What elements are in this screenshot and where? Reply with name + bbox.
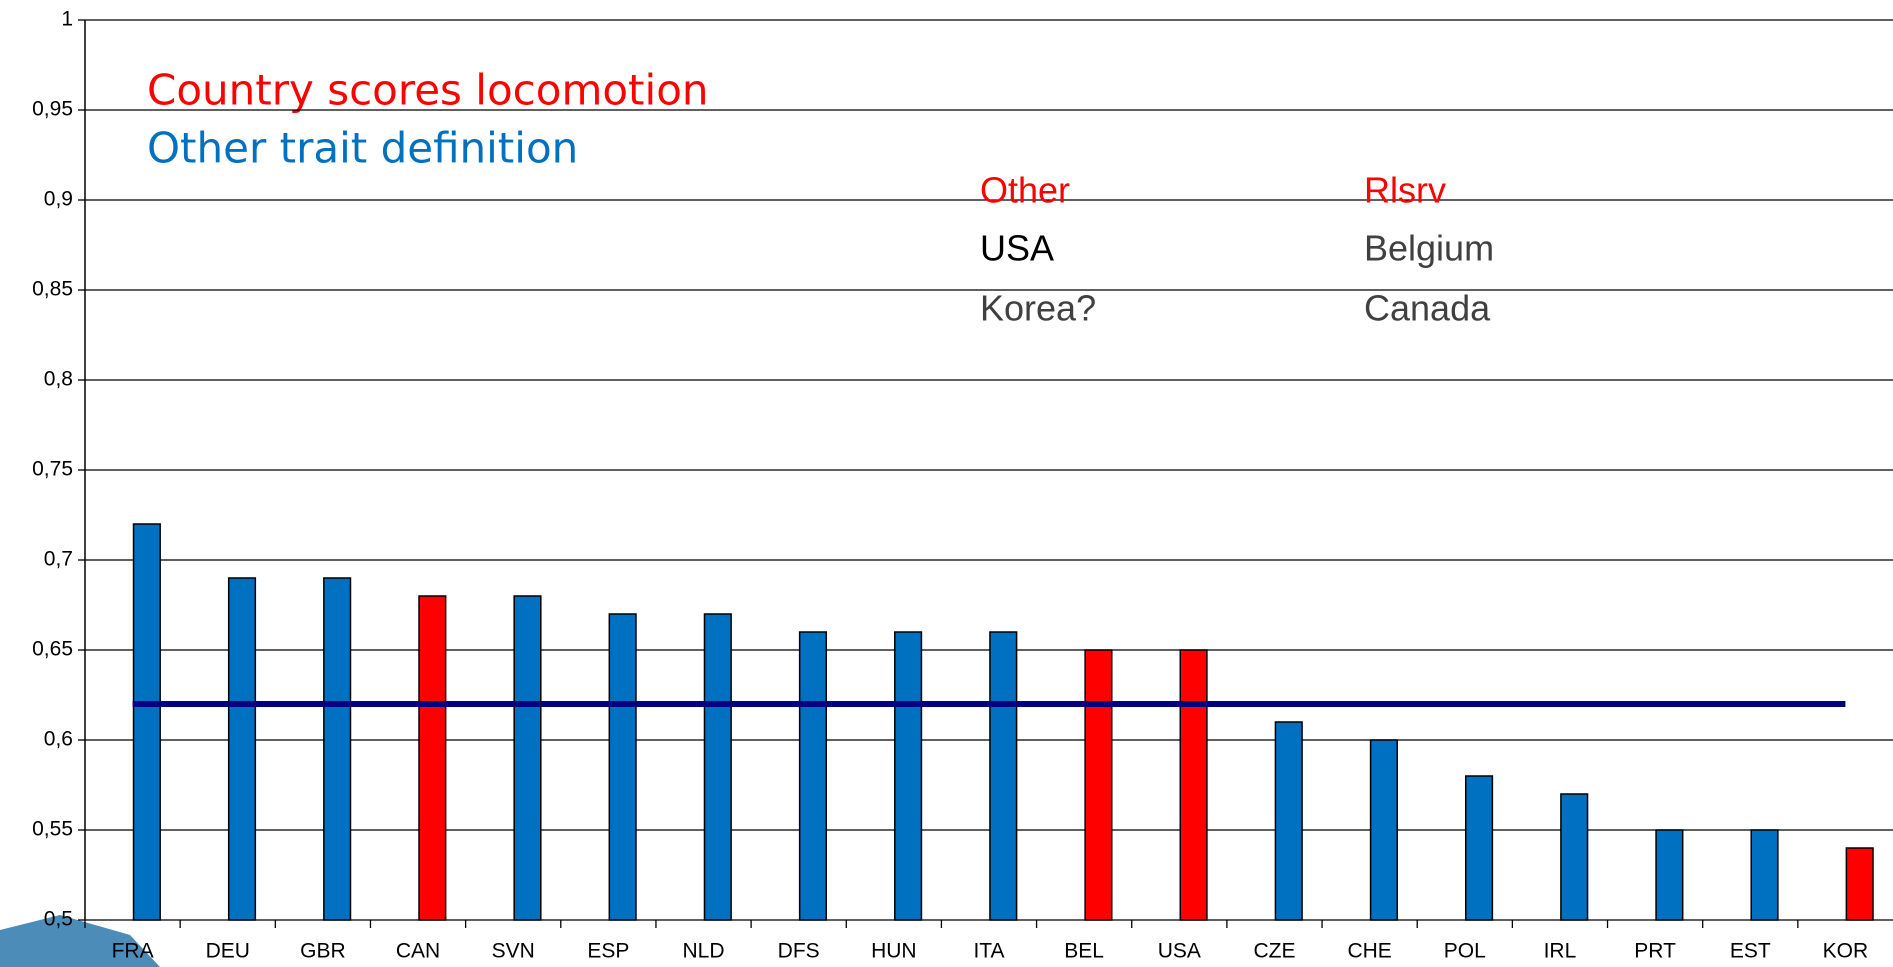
- bar: [513, 595, 542, 921]
- bar: [323, 577, 352, 921]
- x-tick-label: FRA: [112, 940, 154, 963]
- x-tick-label: EST: [1730, 940, 1771, 963]
- note-item: Canada: [1364, 288, 1491, 329]
- x-tick-label: KOR: [1823, 940, 1869, 963]
- x-tick-label: BEL: [1064, 940, 1104, 963]
- y-tick-label: 0,95: [32, 98, 73, 121]
- x-tick-label: IRL: [1544, 940, 1577, 963]
- y-tick-label: 0,9: [44, 188, 73, 211]
- note-item: Korea?: [980, 288, 1096, 329]
- x-tick-label: NLD: [683, 940, 725, 963]
- bar: [608, 613, 637, 921]
- x-tick-label: CAN: [396, 940, 440, 963]
- chart-subtitle: Other trait definition: [147, 124, 578, 173]
- bar: [1750, 829, 1779, 921]
- bar: [1084, 649, 1113, 921]
- chart-title: Country scores locomotion: [147, 66, 709, 115]
- x-tick-label: USA: [1158, 940, 1201, 963]
- note-header: Other: [980, 170, 1070, 211]
- x-tick-label: ESP: [587, 940, 629, 963]
- bar: [989, 631, 1018, 921]
- bar: [1845, 847, 1874, 921]
- bar: [418, 595, 447, 921]
- y-tick-label: 0,7: [44, 548, 73, 571]
- x-tick-label: CHE: [1347, 940, 1391, 963]
- y-tick-label: 0,65: [32, 638, 73, 661]
- bar: [1369, 739, 1398, 921]
- y-tick-label: 0,85: [32, 278, 73, 301]
- bar: [798, 631, 828, 921]
- x-tick-label: POL: [1444, 940, 1486, 963]
- note-item: USA: [980, 228, 1054, 269]
- x-tick-label: SVN: [492, 940, 535, 963]
- bar: [894, 631, 923, 921]
- x-tick-label: DEU: [206, 940, 250, 963]
- bar: [1560, 793, 1589, 921]
- y-tick-label: 0,8: [44, 368, 73, 391]
- bar: [132, 523, 161, 921]
- y-tick-label: 1: [61, 8, 73, 31]
- note-header: Rlsrv: [1364, 170, 1446, 211]
- x-tick-label: DFS: [778, 940, 820, 963]
- bar: [1464, 775, 1494, 921]
- corner-decoration: [0, 915, 160, 967]
- x-tick-label: PRT: [1634, 940, 1676, 963]
- note-item: Belgium: [1364, 228, 1494, 269]
- bar: [1179, 649, 1208, 921]
- bar: [1274, 721, 1303, 921]
- y-tick-label: 0,55: [32, 818, 73, 841]
- x-tick-label: ITA: [973, 940, 1004, 963]
- y-tick-label: 0,6: [44, 728, 73, 751]
- bar: [227, 577, 257, 921]
- y-tick-label: 0,5: [44, 908, 73, 931]
- bar: [703, 613, 732, 921]
- x-tick-label: GBR: [300, 940, 346, 963]
- y-tick-label: 0,75: [32, 458, 73, 481]
- x-tick-label: CZE: [1253, 940, 1295, 963]
- bar: [1655, 829, 1684, 921]
- x-tick-label: HUN: [871, 940, 917, 963]
